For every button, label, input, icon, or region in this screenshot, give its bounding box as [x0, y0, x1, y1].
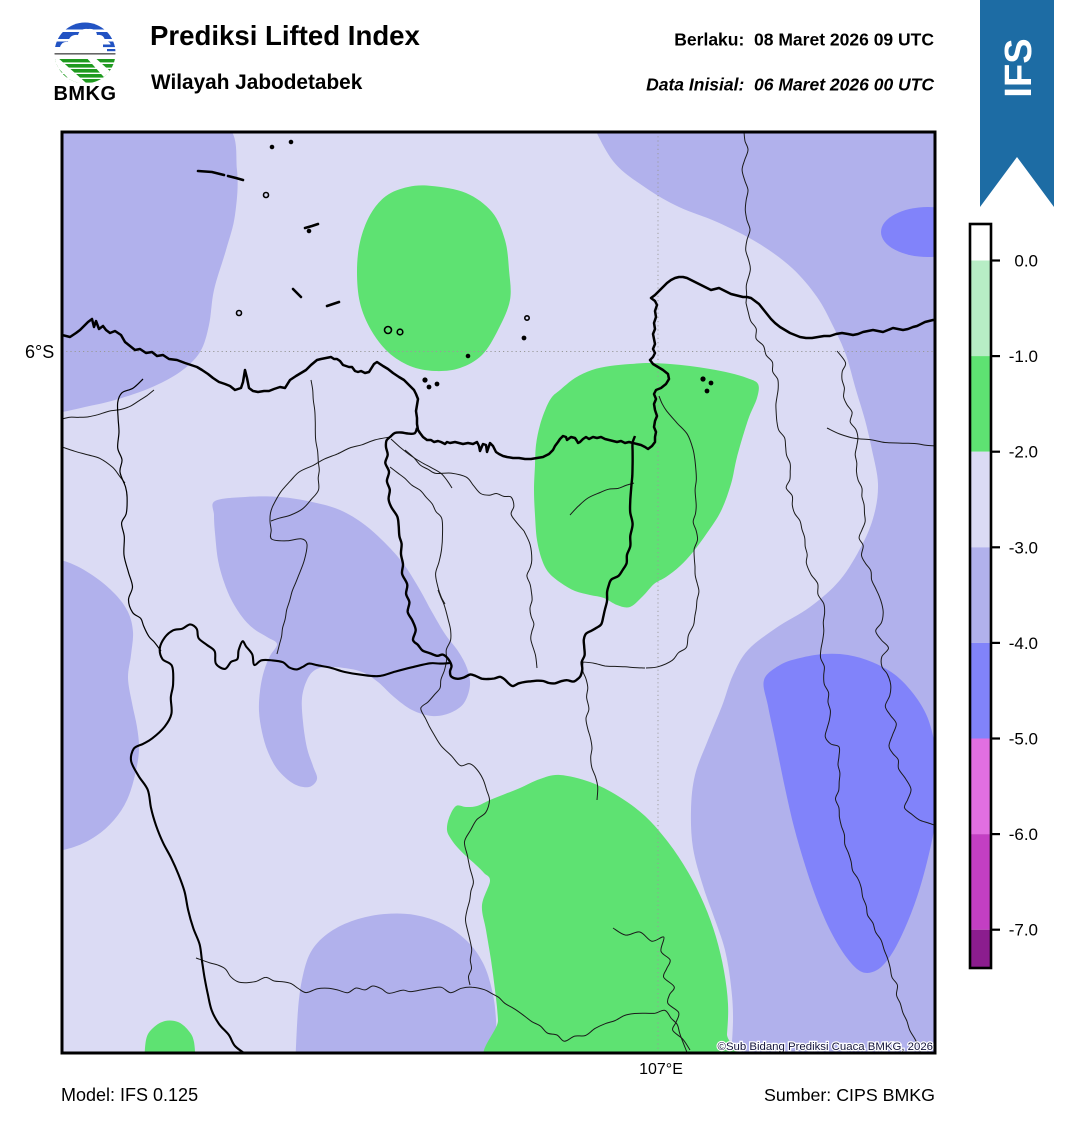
svg-text:Sumber: CIPS BMKG: Sumber: CIPS BMKG	[764, 1085, 935, 1105]
svg-text:-6.0: -6.0	[1009, 825, 1038, 844]
svg-text:IFS: IFS	[998, 38, 1040, 97]
svg-text:-4.0: -4.0	[1009, 634, 1038, 653]
svg-text:-5.0: -5.0	[1009, 730, 1038, 749]
svg-text:©Sub Bidang Prediksi Cuaca BMK: ©Sub Bidang Prediksi Cuaca BMKG, 2026	[718, 1041, 933, 1053]
svg-text:107°E: 107°E	[639, 1061, 683, 1078]
svg-text:Data Inisial: 06 Maret 2026 0: Data Inisial: 06 Maret 2026 00 UTC	[646, 75, 934, 95]
svg-text:0.0: 0.0	[1014, 252, 1038, 271]
svg-text:-1.0: -1.0	[1009, 347, 1038, 366]
svg-text:Wilayah Jabodetabek: Wilayah Jabodetabek	[151, 71, 363, 94]
svg-text:BMKG: BMKG	[53, 83, 116, 105]
svg-text:Model: IFS 0.125: Model: IFS 0.125	[61, 1085, 198, 1105]
svg-text:-7.0: -7.0	[1009, 921, 1038, 940]
svg-text:Berlaku: 08 Maret 2026 09 UTC: Berlaku: 08 Maret 2026 09 UTC	[674, 30, 934, 50]
svg-text:-3.0: -3.0	[1009, 538, 1038, 557]
svg-text:Prediksi Lifted Index: Prediksi Lifted Index	[150, 20, 421, 51]
svg-text:6°S: 6°S	[25, 342, 54, 362]
svg-text:-2.0: -2.0	[1009, 443, 1038, 462]
